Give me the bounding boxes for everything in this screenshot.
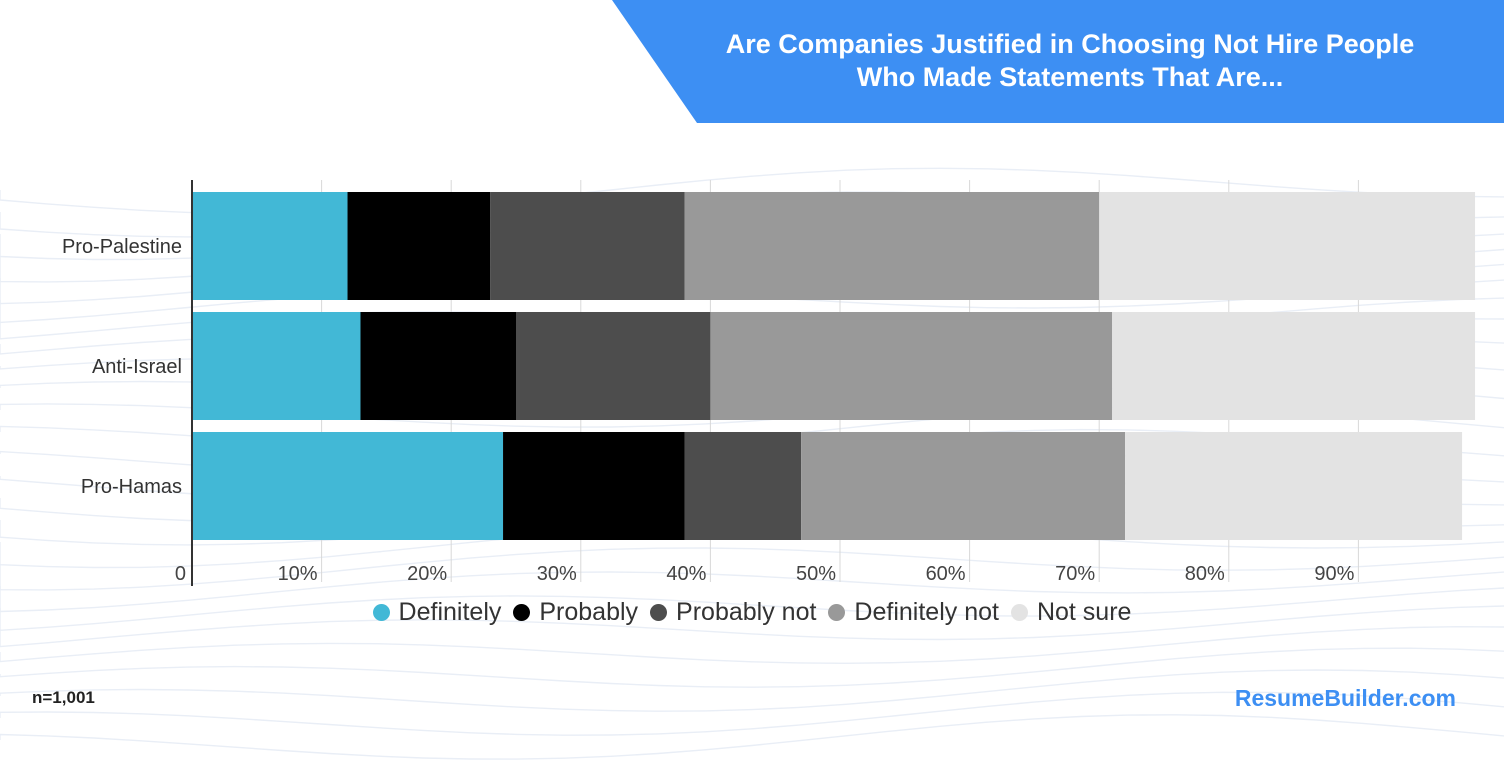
- background-wave-line: [0, 625, 1504, 665]
- title-banner-background: [612, 0, 1504, 123]
- chart-title: Are Companies Justified in Choosing Not …: [640, 28, 1500, 94]
- legend-label: Definitely not: [854, 598, 999, 626]
- chart-legend: Definitely Probably Probably not Definitely…: [0, 598, 1504, 627]
- x-tick-label: 70%: [1055, 563, 1095, 585]
- bar-segment-probably: [360, 312, 516, 420]
- legend-swatch: [513, 604, 531, 621]
- bar-segment-probably: [347, 192, 491, 300]
- legend-label: Not sure: [1036, 598, 1132, 626]
- x-tick-label: 30%: [537, 563, 577, 585]
- x-tick-label: 0: [175, 563, 186, 585]
- category-label: Pro-Palestine: [62, 236, 182, 258]
- category-label: Anti-Israel: [92, 356, 182, 378]
- x-tick-label: 10%: [278, 563, 318, 585]
- x-tick-label: 40%: [666, 563, 706, 585]
- title-banner: [612, 0, 1504, 123]
- bar-segment-definitely: [192, 192, 348, 300]
- x-tick-label: 60%: [926, 563, 966, 585]
- sample-size-note: n=1,001: [32, 688, 95, 707]
- background-wave-line: [0, 714, 1504, 760]
- chart-title-line-2: Who Made Statements That Are...: [856, 62, 1284, 92]
- x-tick-label: 50%: [796, 563, 836, 585]
- legend-label: Probably not: [676, 598, 817, 626]
- legend-item: Definitely not: [828, 598, 999, 627]
- background-wave-line: [0, 691, 1504, 736]
- bar-segment-probably: [503, 432, 685, 540]
- x-tick-label: 80%: [1185, 563, 1225, 585]
- legend-label: Probably: [539, 598, 639, 626]
- background-wave-line: [0, 571, 1504, 613]
- legend-swatch: [650, 604, 668, 621]
- background-wave-line: [0, 647, 1504, 688]
- bar-segment-not-sure: [1099, 192, 1476, 300]
- bar-segment-definitely-not: [710, 312, 1113, 420]
- brand-logo-text[interactable]: ResumeBuilder.com: [1234, 685, 1456, 711]
- background-wave-line: [0, 669, 1504, 712]
- legend-item: Definitely: [372, 598, 502, 627]
- legend-item: Not sure: [1010, 598, 1132, 627]
- background-wave-line: [0, 587, 1504, 632]
- bar-segment-definitely: [192, 312, 361, 420]
- x-tick-label: 90%: [1314, 563, 1354, 585]
- legend-swatch: [828, 604, 846, 621]
- legend-item: Probably not: [650, 598, 816, 627]
- bar-segment-probably-not: [684, 432, 802, 540]
- chart-title-line-1: Are Companies Justified in Choosing Not …: [725, 29, 1415, 59]
- x-tick-label: 20%: [407, 563, 447, 585]
- legend-label: Definitely: [398, 598, 502, 626]
- bar-segment-not-sure: [1125, 432, 1463, 540]
- bar-segment-probably-not: [516, 312, 711, 420]
- background-wave-line: [0, 547, 1504, 591]
- bar-segment-probably-not: [490, 192, 685, 300]
- legend-item: Probably: [513, 598, 638, 627]
- legend-swatch: [372, 604, 390, 621]
- bar-segment-definitely-not: [801, 432, 1126, 540]
- bar-segment-definitely: [192, 432, 504, 540]
- background-wave-line: [0, 605, 1504, 648]
- bar-segment-definitely-not: [684, 192, 1100, 300]
- legend-swatch: [1010, 604, 1028, 621]
- category-label: Pro-Hamas: [81, 476, 182, 498]
- bar-segment-not-sure: [1112, 312, 1476, 420]
